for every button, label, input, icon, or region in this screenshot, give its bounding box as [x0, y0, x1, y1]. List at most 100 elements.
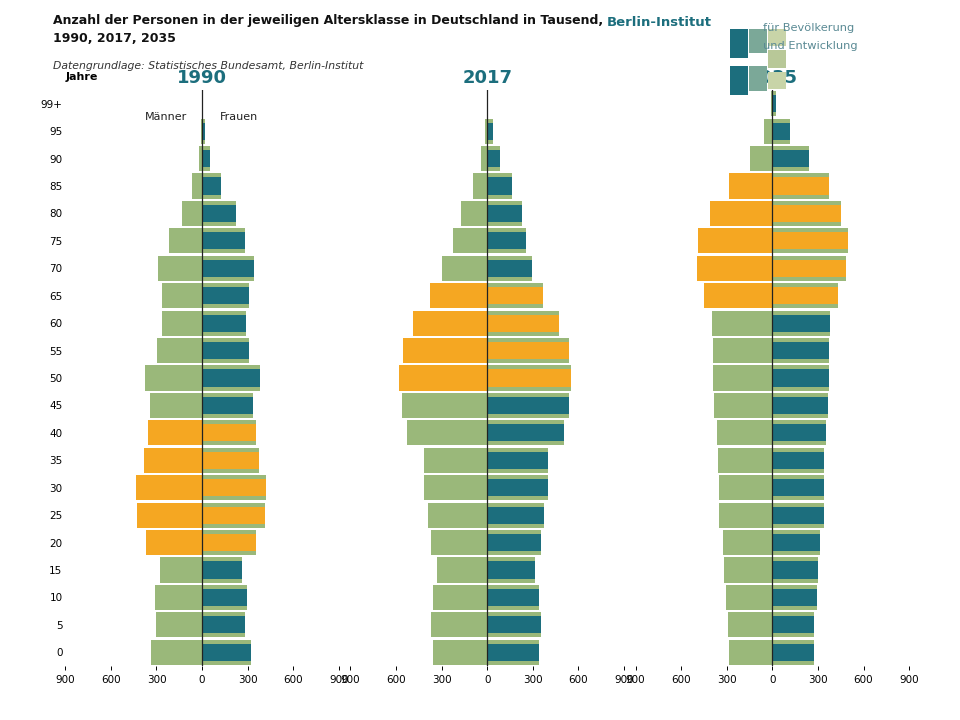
Bar: [203, 283, 250, 308]
Bar: [772, 420, 826, 446]
Bar: [203, 205, 236, 222]
Bar: [709, 201, 772, 226]
Bar: [487, 448, 548, 473]
Bar: [714, 393, 772, 418]
Bar: [203, 644, 251, 661]
Bar: [145, 365, 203, 391]
Bar: [146, 530, 203, 555]
Bar: [137, 503, 203, 528]
Bar: [487, 233, 526, 249]
Bar: [772, 507, 824, 523]
Bar: [203, 507, 265, 523]
Bar: [203, 534, 256, 551]
Bar: [203, 338, 250, 363]
Bar: [772, 201, 841, 226]
Bar: [403, 338, 487, 363]
Bar: [203, 530, 256, 555]
Bar: [772, 315, 830, 332]
Bar: [203, 365, 260, 391]
Bar: [203, 451, 258, 469]
Bar: [203, 562, 242, 579]
Bar: [487, 451, 548, 469]
Bar: [772, 475, 824, 500]
Bar: [487, 205, 522, 222]
Bar: [199, 146, 203, 171]
Bar: [699, 228, 772, 253]
Bar: [403, 338, 487, 363]
Text: und Entwicklung: und Entwicklung: [763, 41, 858, 51]
Bar: [772, 122, 790, 140]
Text: Männer: Männer: [144, 112, 187, 122]
Bar: [697, 256, 772, 281]
Bar: [433, 639, 487, 665]
Bar: [772, 616, 814, 634]
Bar: [729, 639, 772, 665]
Bar: [487, 424, 564, 441]
Bar: [487, 122, 492, 140]
Bar: [487, 365, 571, 391]
Bar: [487, 534, 540, 551]
Bar: [772, 205, 841, 222]
Bar: [729, 174, 772, 199]
Bar: [487, 146, 500, 171]
Bar: [487, 342, 569, 359]
Bar: [487, 150, 500, 167]
Bar: [705, 283, 772, 308]
Bar: [728, 612, 772, 637]
Bar: [718, 448, 772, 473]
Bar: [772, 119, 790, 144]
Bar: [485, 119, 487, 144]
Text: Datengrundlage: Statistisches Bundesamt, Berlin-Institut: Datengrundlage: Statistisches Bundesamt,…: [53, 61, 363, 71]
Bar: [169, 228, 203, 253]
Bar: [146, 530, 203, 555]
Bar: [452, 228, 487, 253]
Bar: [487, 177, 512, 194]
Bar: [144, 448, 203, 473]
Bar: [203, 150, 209, 167]
Text: Frauen: Frauen: [220, 112, 257, 122]
Bar: [772, 534, 820, 551]
Bar: [699, 228, 772, 253]
Bar: [487, 612, 541, 637]
Bar: [719, 475, 772, 500]
Bar: [203, 174, 221, 199]
Bar: [772, 479, 824, 496]
Bar: [158, 256, 203, 281]
Bar: [487, 479, 548, 496]
Bar: [487, 507, 544, 523]
Bar: [487, 562, 535, 579]
Bar: [487, 557, 535, 582]
Bar: [203, 616, 246, 634]
Bar: [203, 228, 246, 253]
Text: 1990, 2017, 2035: 1990, 2017, 2035: [53, 32, 176, 45]
Bar: [203, 122, 204, 140]
Bar: [203, 585, 247, 610]
Bar: [487, 260, 532, 277]
Bar: [159, 557, 203, 582]
Bar: [772, 310, 830, 336]
Bar: [203, 233, 246, 249]
Bar: [487, 530, 540, 555]
Bar: [772, 177, 829, 194]
Bar: [487, 95, 489, 112]
Bar: [772, 639, 814, 665]
Bar: [423, 448, 487, 473]
Bar: [181, 201, 203, 226]
Bar: [481, 146, 487, 171]
Bar: [203, 589, 247, 606]
Bar: [487, 315, 559, 332]
Bar: [723, 530, 772, 555]
Bar: [431, 530, 487, 555]
Bar: [487, 256, 532, 281]
Bar: [487, 91, 489, 117]
Bar: [772, 424, 826, 441]
Bar: [772, 448, 825, 473]
Bar: [203, 612, 246, 637]
Bar: [162, 310, 203, 336]
Bar: [487, 420, 564, 446]
Bar: [201, 119, 203, 144]
Bar: [487, 644, 539, 661]
Bar: [705, 283, 772, 308]
Bar: [423, 475, 487, 500]
Bar: [772, 644, 814, 661]
